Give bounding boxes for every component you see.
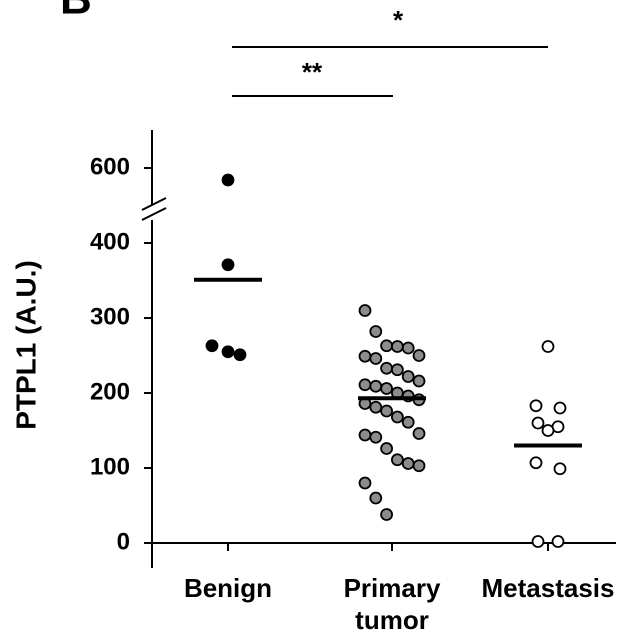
data-point — [551, 535, 565, 548]
data-point — [221, 345, 235, 359]
data-point — [553, 462, 567, 476]
significance-label: * — [393, 5, 404, 35]
data-point — [412, 349, 426, 362]
data-point — [401, 457, 415, 470]
x-tick-label-line: tumor — [355, 605, 429, 635]
axis-break — [141, 207, 167, 221]
data-point — [233, 348, 247, 362]
data-point — [369, 379, 383, 393]
data-point — [221, 258, 235, 272]
data-point — [369, 325, 383, 338]
x-tick-label-line: Primary — [344, 573, 441, 603]
y-tick-label: 100 — [90, 453, 130, 480]
y-tick-label: 200 — [90, 378, 130, 405]
data-point — [380, 339, 394, 353]
significance-label: ** — [302, 57, 323, 87]
data-point — [205, 339, 219, 353]
data-point — [401, 370, 415, 383]
data-point — [390, 363, 404, 377]
data-point — [380, 382, 394, 395]
data-point — [553, 401, 567, 415]
data-point — [412, 459, 426, 473]
data-point — [401, 415, 415, 429]
data-point — [390, 410, 404, 424]
data-point — [529, 456, 543, 470]
data-point — [412, 427, 426, 440]
data-point — [380, 404, 394, 418]
data-point — [221, 173, 235, 187]
data-point — [390, 453, 404, 467]
y-tick-label: 400 — [90, 228, 130, 255]
y-axis-label: PTPL1 (A.U.) — [10, 260, 41, 430]
y-tick-label: 600 — [90, 153, 130, 180]
x-tick-label: Benign — [184, 573, 272, 603]
y-tick-label: 300 — [90, 303, 130, 330]
data-point — [358, 476, 372, 490]
data-point — [541, 340, 555, 353]
data-point — [412, 374, 426, 388]
data-point — [369, 400, 383, 414]
data-point — [531, 416, 545, 430]
data-point — [401, 341, 415, 355]
x-tick-label: Metastasis — [482, 573, 615, 603]
x-tick-label: Primary tumor — [344, 573, 441, 635]
axis-break — [141, 197, 167, 211]
data-point — [369, 430, 383, 444]
data-point — [380, 361, 394, 375]
data-point — [380, 442, 394, 455]
data-point — [369, 352, 383, 365]
panel-label: B — [60, 0, 92, 24]
data-point — [358, 304, 372, 317]
data-point — [358, 349, 372, 363]
data-point — [369, 491, 383, 505]
data-point — [390, 340, 404, 353]
data-point — [529, 399, 543, 413]
data-point — [358, 428, 372, 442]
data-point — [531, 535, 545, 548]
data-point — [541, 424, 555, 437]
y-tick-label: 0 — [117, 528, 130, 555]
data-point — [358, 378, 372, 392]
data-point — [380, 508, 394, 521]
